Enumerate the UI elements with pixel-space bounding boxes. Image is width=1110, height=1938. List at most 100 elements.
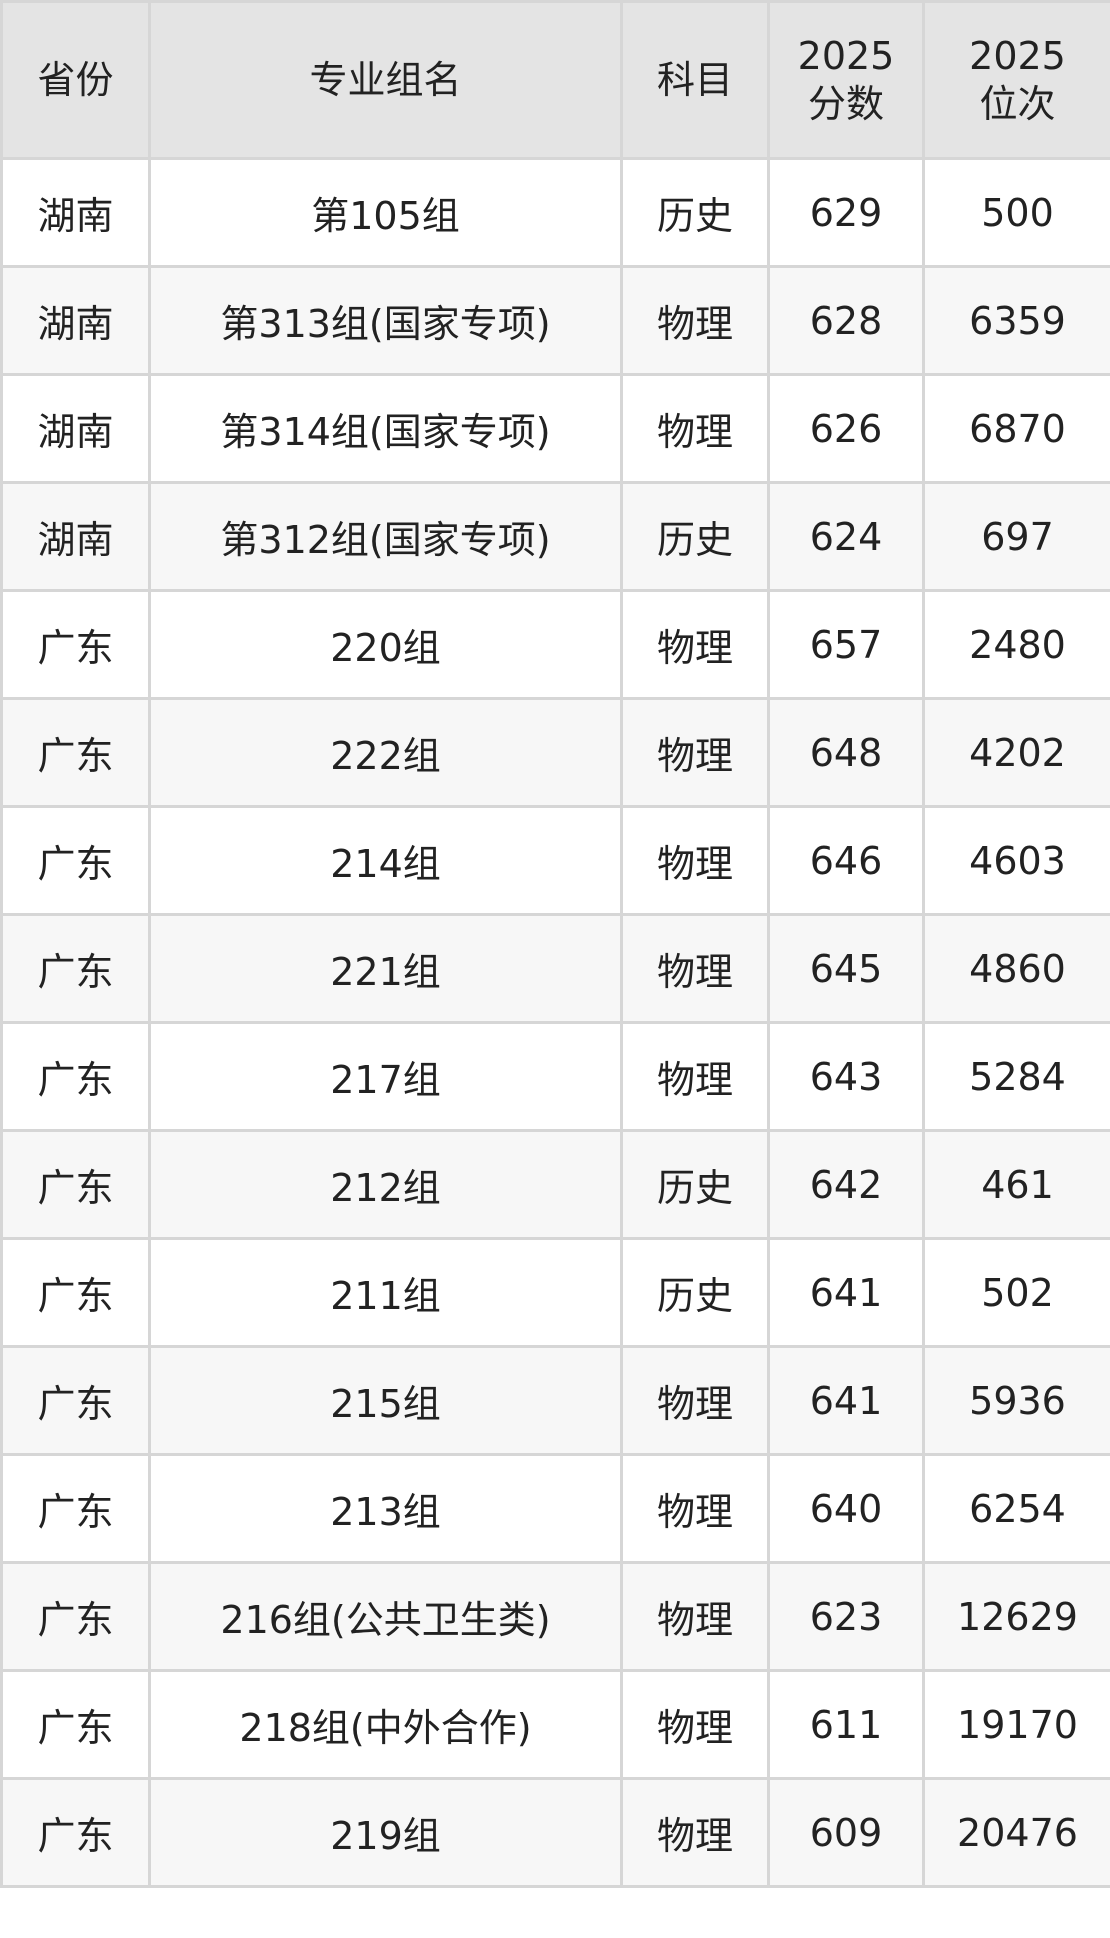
subject-cell: 物理	[620, 373, 770, 484]
province-cell: 广东	[0, 1129, 151, 1240]
province-cell: 广东	[0, 913, 151, 1024]
rank-cell: 6359	[922, 265, 1110, 376]
group-name-cell: 217组	[148, 1021, 623, 1132]
subject-cell: 物理	[620, 1453, 770, 1564]
rank-cell: 461	[922, 1129, 1110, 1240]
table-row: 广东 219组 物理 609 20476	[0, 1777, 1110, 1888]
province-cell: 湖南	[0, 157, 151, 268]
group-name-cell: 219组	[148, 1777, 623, 1888]
rank-cell: 12629	[922, 1561, 1110, 1672]
header-score-2025: 2025 分数	[767, 0, 925, 160]
province-cell: 湖南	[0, 481, 151, 592]
table-row: 广东 220组 物理 657 2480	[0, 589, 1110, 700]
province-cell: 湖南	[0, 373, 151, 484]
table-row: 广东 212组 历史 642 461	[0, 1129, 1110, 1240]
score-cell: 609	[767, 1777, 925, 1888]
province-cell: 广东	[0, 697, 151, 808]
subject-cell: 物理	[620, 1345, 770, 1456]
score-cell: 641	[767, 1237, 925, 1348]
header-province: 省份	[0, 0, 151, 160]
score-cell: 641	[767, 1345, 925, 1456]
score-cell: 626	[767, 373, 925, 484]
group-name-cell: 第314组(国家专项)	[148, 373, 623, 484]
subject-cell: 物理	[620, 1777, 770, 1888]
score-cell: 657	[767, 589, 925, 700]
rank-cell: 500	[922, 157, 1110, 268]
table-row: 广东 211组 历史 641 502	[0, 1237, 1110, 1348]
rank-cell: 6254	[922, 1453, 1110, 1564]
group-name-cell: 218组(中外合作)	[148, 1669, 623, 1780]
score-cell: 648	[767, 697, 925, 808]
score-cell: 629	[767, 157, 925, 268]
province-cell: 广东	[0, 1345, 151, 1456]
subject-cell: 物理	[620, 1561, 770, 1672]
province-cell: 广东	[0, 1777, 151, 1888]
province-cell: 广东	[0, 1237, 151, 1348]
province-cell: 广东	[0, 1669, 151, 1780]
table-row: 广东 213组 物理 640 6254	[0, 1453, 1110, 1564]
subject-cell: 历史	[620, 1237, 770, 1348]
group-name-cell: 214组	[148, 805, 623, 916]
table-row: 湖南 第313组(国家专项) 物理 628 6359	[0, 265, 1110, 376]
table-row: 广东 214组 物理 646 4603	[0, 805, 1110, 916]
score-cell: 628	[767, 265, 925, 376]
rank-cell: 20476	[922, 1777, 1110, 1888]
subject-cell: 物理	[620, 265, 770, 376]
rank-cell: 5284	[922, 1021, 1110, 1132]
score-cell: 624	[767, 481, 925, 592]
province-cell: 广东	[0, 1453, 151, 1564]
group-name-cell: 215组	[148, 1345, 623, 1456]
rank-cell: 6870	[922, 373, 1110, 484]
subject-cell: 历史	[620, 1129, 770, 1240]
rank-cell: 19170	[922, 1669, 1110, 1780]
rank-cell: 4860	[922, 913, 1110, 1024]
table-row: 广东 221组 物理 645 4860	[0, 913, 1110, 1024]
group-name-cell: 220组	[148, 589, 623, 700]
score-cell: 645	[767, 913, 925, 1024]
group-name-cell: 221组	[148, 913, 623, 1024]
province-cell: 广东	[0, 805, 151, 916]
subject-cell: 历史	[620, 481, 770, 592]
subject-cell: 物理	[620, 1021, 770, 1132]
province-cell: 广东	[0, 1021, 151, 1132]
score-cell: 646	[767, 805, 925, 916]
group-name-cell: 216组(公共卫生类)	[148, 1561, 623, 1672]
header-row: 省份 专业组名 科目 2025 分数 2025 位次	[0, 0, 1110, 160]
group-name-cell: 212组	[148, 1129, 623, 1240]
score-cell: 611	[767, 1669, 925, 1780]
province-cell: 广东	[0, 589, 151, 700]
rank-cell: 5936	[922, 1345, 1110, 1456]
subject-cell: 物理	[620, 1669, 770, 1780]
subject-cell: 物理	[620, 697, 770, 808]
group-name-cell: 第313组(国家专项)	[148, 265, 623, 376]
score-cell: 623	[767, 1561, 925, 1672]
header-rank-2025: 2025 位次	[922, 0, 1110, 160]
score-cell: 640	[767, 1453, 925, 1564]
group-name-cell: 第312组(国家专项)	[148, 481, 623, 592]
group-name-cell: 222组	[148, 697, 623, 808]
group-name-cell: 211组	[148, 1237, 623, 1348]
table-row: 广东 216组(公共卫生类) 物理 623 12629	[0, 1561, 1110, 1672]
table-body: 湖南 第105组 历史 629 500 湖南 第313组(国家专项) 物理 628 6359 湖南第…	[0, 157, 1110, 1888]
table-row: 湖南 第314组(国家专项) 物理 626 6870	[0, 373, 1110, 484]
rank-cell: 2480	[922, 589, 1110, 700]
group-name-cell: 第105组	[148, 157, 623, 268]
subject-cell: 物理	[620, 805, 770, 916]
rank-cell: 4603	[922, 805, 1110, 916]
province-cell: 广东	[0, 1561, 151, 1672]
group-name-cell: 213组	[148, 1453, 623, 1564]
table-row: 广东 215组 物理 641 5936	[0, 1345, 1110, 1456]
table-row: 广东 222组 物理 648 4202	[0, 697, 1110, 808]
rank-cell: 697	[922, 481, 1110, 592]
table-row: 广东 217组 物理 643 5284	[0, 1021, 1110, 1132]
subject-cell: 物理	[620, 589, 770, 700]
score-cell: 642	[767, 1129, 925, 1240]
subject-cell: 历史	[620, 157, 770, 268]
rank-cell: 4202	[922, 697, 1110, 808]
table-row: 广东 218组(中外合作) 物理 611 19170	[0, 1669, 1110, 1780]
table-row: 湖南 第312组(国家专项) 历史 624 697	[0, 481, 1110, 592]
subject-cell: 物理	[620, 913, 770, 1024]
header-group-name: 专业组名	[148, 0, 623, 160]
rank-cell: 502	[922, 1237, 1110, 1348]
admission-score-table: 省份 专业组名 科目 2025 分数 2025 位次 湖南 第105组 历史 629 5…	[0, 0, 1110, 1888]
